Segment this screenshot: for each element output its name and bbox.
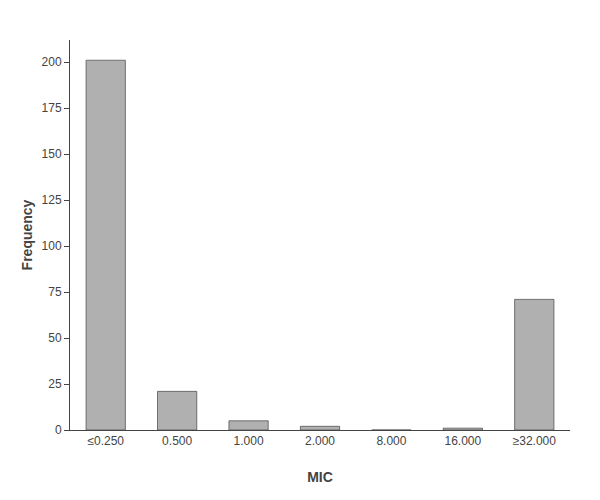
svg-text:25: 25 (48, 377, 62, 391)
svg-text:200: 200 (42, 55, 62, 69)
svg-text:150: 150 (42, 147, 62, 161)
svg-text:≤0.250: ≤0.250 (87, 434, 124, 448)
svg-text:0: 0 (55, 423, 62, 437)
svg-text:16.000: 16.000 (445, 434, 482, 448)
svg-text:50: 50 (48, 331, 62, 345)
svg-text:≥32.000: ≥32.000 (513, 434, 557, 448)
svg-text:125: 125 (42, 193, 62, 207)
svg-text:Frequency: Frequency (19, 199, 35, 270)
svg-text:1.000: 1.000 (234, 434, 264, 448)
svg-text:8.000: 8.000 (376, 434, 406, 448)
svg-text:MIC: MIC (307, 469, 333, 485)
svg-text:75: 75 (48, 285, 62, 299)
svg-text:175: 175 (42, 101, 62, 115)
svg-text:0.500: 0.500 (162, 434, 192, 448)
svg-text:2.000: 2.000 (305, 434, 335, 448)
svg-text:100: 100 (42, 239, 62, 253)
